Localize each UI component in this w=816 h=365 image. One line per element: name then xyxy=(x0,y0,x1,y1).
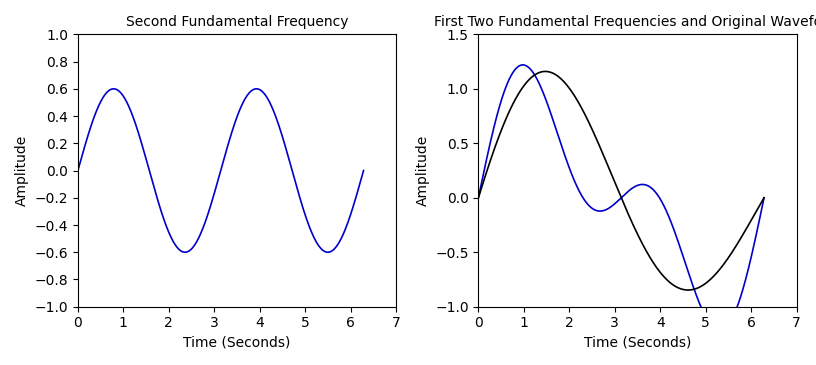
Title: First Two Fundamental Frequencies and Original Waveform: First Two Fundamental Frequencies and Or… xyxy=(434,15,816,29)
Y-axis label: Amplitude: Amplitude xyxy=(15,135,29,206)
X-axis label: Time (Seconds): Time (Seconds) xyxy=(583,336,691,350)
X-axis label: Time (Seconds): Time (Seconds) xyxy=(184,336,290,350)
Title: Second Fundamental Frequency: Second Fundamental Frequency xyxy=(126,15,348,29)
Y-axis label: Amplitude: Amplitude xyxy=(415,135,429,206)
